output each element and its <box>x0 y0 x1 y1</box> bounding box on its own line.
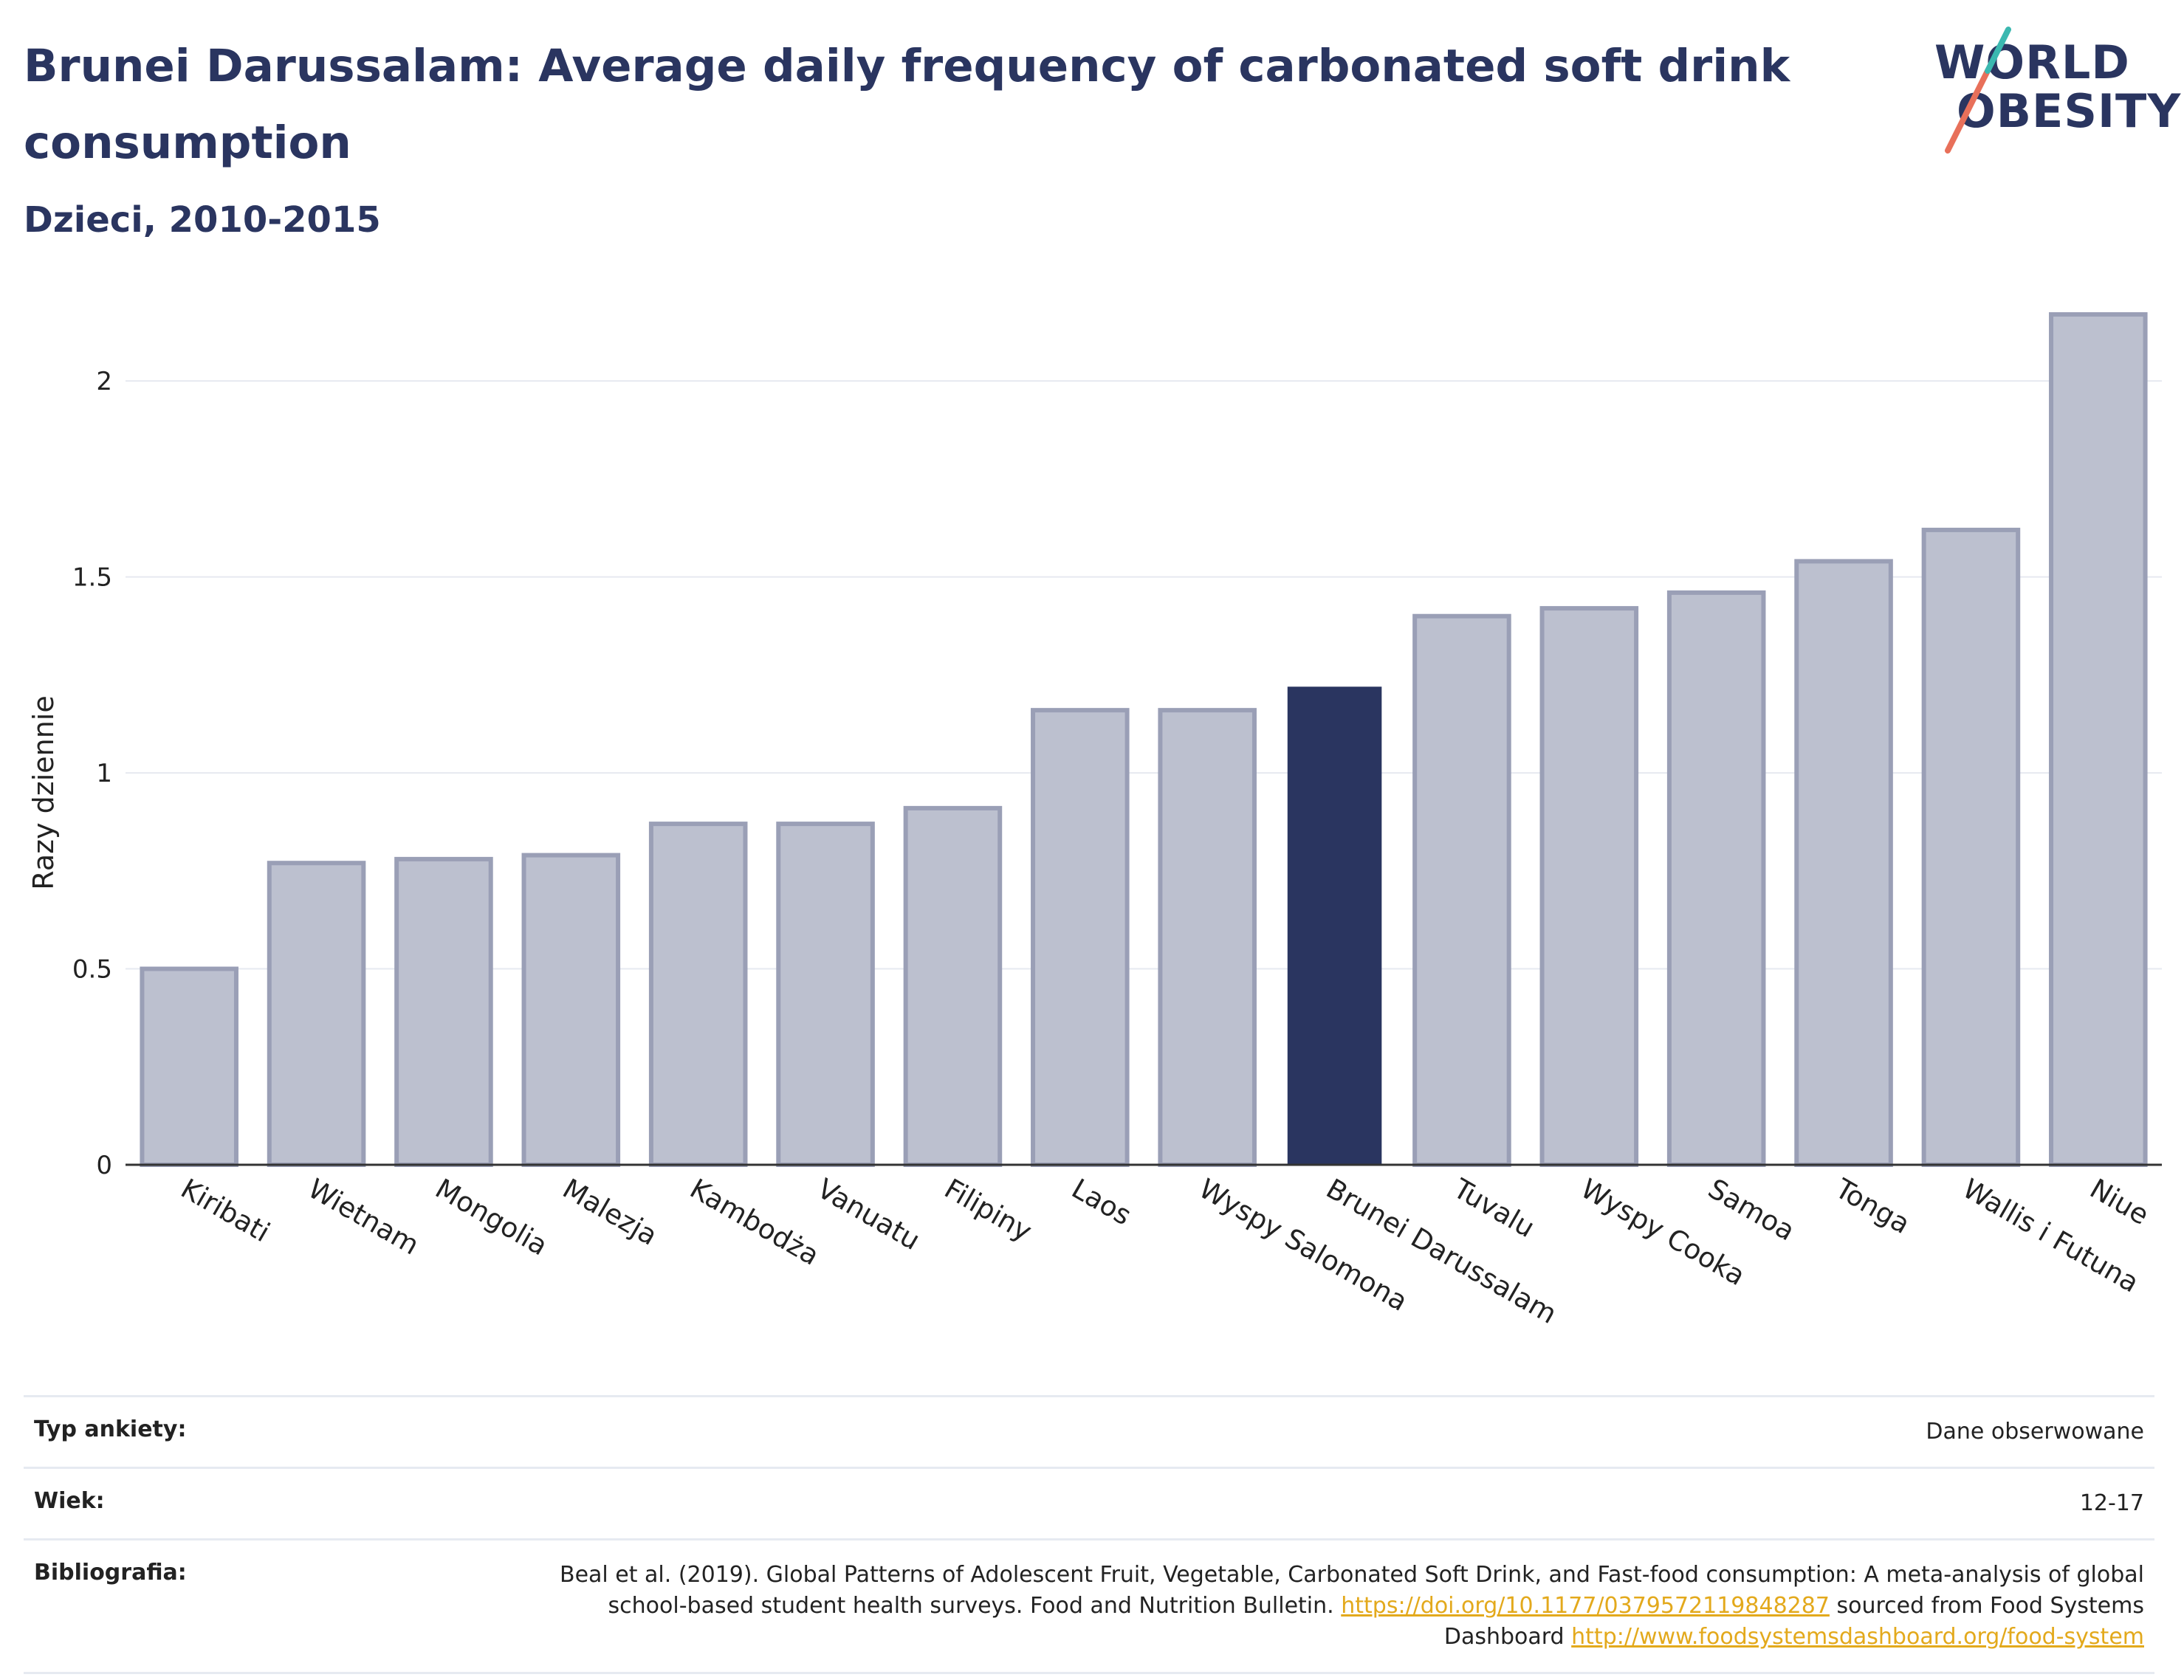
age-key: Wiek: <box>34 1488 105 1514</box>
y-tick-label: 1.5 <box>72 563 112 593</box>
y-tick-label: 0 <box>96 1151 112 1180</box>
y-tick-label: 0.5 <box>72 955 112 985</box>
x-tick-label: Samoa <box>1703 1173 1800 1247</box>
bibliography-source-text: sourced from Food Systems Dashboard <box>1443 1593 2144 1650</box>
bar-chart: 0 0.5 1 1.5 2 Kiribati Wietnam Mongolia Malezja K… <box>27 311 2162 1330</box>
bar-wyspy-cooka[interactable] <box>1539 606 1639 1168</box>
bibliography-value: Beal et al. (2019). Global Patterns of A… <box>535 1560 2144 1653</box>
x-tick-label: Wyspy Salomona <box>1194 1173 1413 1318</box>
x-tick-label: Laos <box>1066 1173 1136 1232</box>
bibliography-text: Beal et al. (2019). Global Patterns of A… <box>559 1562 2144 1619</box>
bar-wallis-i-futuna[interactable] <box>1921 527 2021 1168</box>
x-tick-label: Kiribati <box>176 1173 275 1249</box>
bar-mongolia[interactable] <box>394 856 493 1168</box>
y-tick-label: 1 <box>96 759 112 788</box>
survey-type-value: Dane obserwowane <box>1926 1419 2144 1445</box>
metadata-table: Typ ankiety: Dane obserwowane Wiek: 12-1… <box>24 1395 2154 1674</box>
bar-brunei-darussalam[interactable] <box>1287 686 1382 1165</box>
y-tick-label: 2 <box>96 367 112 396</box>
bar-filipiny[interactable] <box>903 805 1003 1167</box>
x-tick-label: Tuvalu <box>1448 1172 1540 1244</box>
bar-laos[interactable] <box>1031 708 1130 1167</box>
meta-row-age: Wiek: 12-17 <box>24 1467 2154 1538</box>
bar-vanuatu[interactable] <box>776 822 875 1167</box>
x-tick-label: Brunei Darussalam <box>1321 1173 1562 1330</box>
logo-slash-icon <box>1945 27 2011 154</box>
x-tick-label: Niue <box>2084 1173 2154 1231</box>
chart-title: Brunei Darussalam: Average daily frequen… <box>24 40 1790 169</box>
x-tick-label: Wietnam <box>303 1173 425 1261</box>
bar-malezja[interactable] <box>521 853 621 1168</box>
bar-niue[interactable] <box>2049 311 2148 1168</box>
x-tick-label: Kambodża <box>684 1173 825 1272</box>
bar-tuvalu[interactable] <box>1412 613 1511 1167</box>
logo-line-1: WORLD <box>1934 35 2130 89</box>
bar-wyspy-salomona[interactable] <box>1158 708 1257 1167</box>
survey-type-key: Typ ankiety: <box>34 1416 187 1442</box>
x-tick-label: Mongolia <box>430 1173 552 1262</box>
x-tick-label: Vanuatu <box>812 1173 926 1257</box>
x-tick-label: Tonga <box>1830 1172 1915 1240</box>
bar-kiribati[interactable] <box>140 966 238 1168</box>
bar-kambod-a[interactable] <box>648 822 748 1167</box>
logo-line-2: OBESITY <box>1957 84 2182 138</box>
doi-link[interactable]: https://doi.org/10.1177/0379572119848287 <box>1341 1593 1830 1619</box>
bibliography-key: Bibliografia: <box>34 1560 187 1586</box>
bar-wietnam[interactable] <box>267 861 366 1167</box>
meta-row-survey: Typ ankiety: Dane obserwowane <box>24 1395 2154 1467</box>
x-tick-label: Filipiny <box>939 1173 1037 1248</box>
world-obesity-logo: WORLD OBESITY <box>1934 27 2180 159</box>
chart-subtitle: Dzieci, 2010-2015 <box>24 199 381 241</box>
x-tick-label: Malezja <box>557 1173 663 1252</box>
age-value: 12-17 <box>2079 1490 2144 1516</box>
food-systems-link[interactable]: http://www.foodsystemsdashboard.org/food… <box>1571 1624 2144 1650</box>
meta-row-bibliography: Bibliografia: Beal et al. (2019). Global… <box>24 1538 2154 1674</box>
bar-tonga[interactable] <box>1794 559 1893 1167</box>
y-axis-label: Razy dziennie <box>27 695 60 889</box>
bar-samoa[interactable] <box>1666 590 1766 1167</box>
bars <box>140 311 2148 1168</box>
